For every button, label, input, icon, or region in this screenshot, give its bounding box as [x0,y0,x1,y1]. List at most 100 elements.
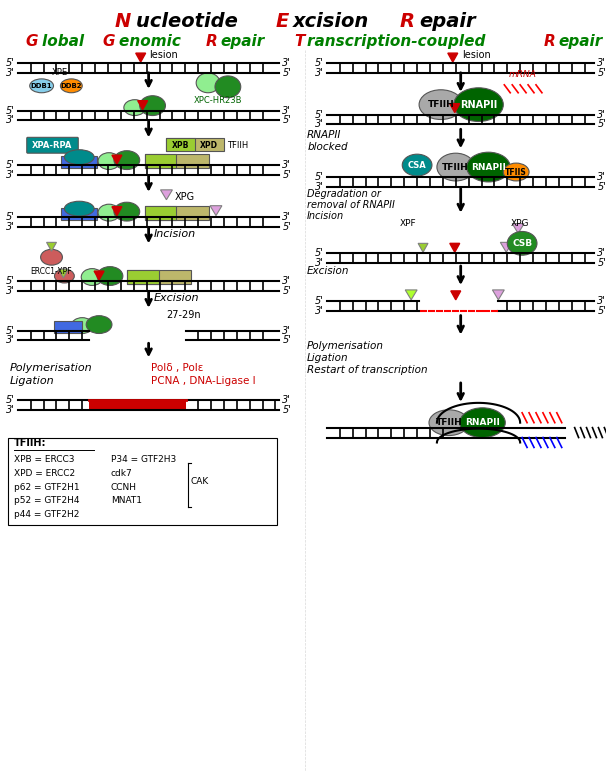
Polygon shape [450,243,460,252]
Polygon shape [94,271,104,280]
Polygon shape [448,53,458,62]
Text: 3': 3' [282,326,291,336]
Text: CCNH: CCNH [111,483,137,491]
Text: 3': 3' [6,115,15,126]
Text: Incision: Incision [154,229,196,239]
Text: lesion: lesion [461,50,490,60]
Text: 5': 5' [282,170,291,180]
Ellipse shape [72,318,93,333]
Text: 5': 5' [597,182,606,192]
Text: Ligation: Ligation [10,376,54,386]
Text: 5': 5' [315,248,324,258]
Ellipse shape [124,100,146,115]
Text: RNAPII: RNAPII [471,163,506,171]
Text: 3': 3' [315,182,324,192]
Text: p62 = GTF2H1: p62 = GTF2H1 [14,483,80,491]
Ellipse shape [30,79,53,93]
Text: 27-29n: 27-29n [166,310,201,319]
Bar [61,208,97,219]
Ellipse shape [140,96,165,115]
Text: R: R [543,34,555,49]
Ellipse shape [40,250,62,265]
Text: XPF: XPF [399,219,416,228]
Ellipse shape [437,153,474,181]
Text: CSA: CSA [408,160,427,170]
Text: CAK: CAK [190,477,209,486]
Text: 5': 5' [315,172,324,182]
Text: TFIIH: TFIIH [435,418,462,427]
Text: R: R [205,34,217,49]
Text: N: N [114,12,131,31]
Polygon shape [450,104,460,112]
Text: XPG: XPG [510,219,529,228]
Polygon shape [451,291,461,300]
Text: CSB: CSB [512,239,532,248]
Text: 5': 5' [597,305,606,315]
Text: RNAPII: RNAPII [307,130,341,140]
Polygon shape [501,243,512,252]
Text: p44 = GTF2H2: p44 = GTF2H2 [14,510,79,519]
Text: 3': 3' [315,305,324,315]
Text: Polymerisation: Polymerisation [10,363,92,374]
Ellipse shape [114,150,140,170]
Text: Restart of transcription: Restart of transcription [307,365,428,375]
Text: XPC-HR23B: XPC-HR23B [194,96,242,105]
Text: TFIIH: TFIIH [442,163,469,171]
Text: 5': 5' [597,68,606,78]
Polygon shape [493,290,504,300]
Bar [89,400,186,410]
Text: PCNA , DNA-Ligase I: PCNA , DNA-Ligase I [151,376,255,386]
Ellipse shape [507,232,537,255]
Text: TFIIH: TFIIH [428,100,454,109]
Text: 3': 3' [282,58,291,68]
Ellipse shape [460,408,506,438]
Text: blocked: blocked [307,143,348,152]
Text: ucleotide: ucleotide [136,12,244,31]
Text: 3': 3' [315,68,324,78]
Text: 5': 5' [6,58,15,68]
Polygon shape [138,101,147,109]
Polygon shape [210,205,222,215]
Text: T: T [294,34,304,49]
Text: 5': 5' [315,296,324,306]
Polygon shape [112,155,122,164]
Ellipse shape [196,73,220,93]
Text: XPD: XPD [200,141,218,150]
Text: MNAT1: MNAT1 [111,497,142,505]
Text: 3': 3' [6,222,15,232]
Text: XPE: XPE [51,68,67,77]
Text: DDB2: DDB2 [61,83,82,89]
Ellipse shape [64,202,94,216]
Text: 3': 3' [6,170,15,180]
Text: Excision: Excision [307,266,349,276]
Ellipse shape [98,153,120,170]
Text: XPB = ERCC3: XPB = ERCC3 [14,455,75,463]
Text: enomic: enomic [119,34,186,49]
Bar [144,205,176,219]
Text: epair: epair [559,34,603,49]
Bar [8,438,277,525]
Text: 5': 5' [6,160,15,170]
Ellipse shape [97,267,123,285]
Text: XPD = ERCC2: XPD = ERCC2 [14,469,75,477]
Polygon shape [418,243,428,252]
Text: 3': 3' [6,68,15,78]
Ellipse shape [466,152,510,182]
Ellipse shape [114,202,140,221]
Ellipse shape [86,315,112,333]
Text: G: G [103,34,115,49]
Text: 3': 3' [315,258,324,268]
Text: 3': 3' [597,58,606,68]
Ellipse shape [453,88,503,122]
Text: 5': 5' [6,326,15,336]
Polygon shape [136,53,146,62]
Text: 5': 5' [282,115,291,126]
Text: 5': 5' [597,119,606,129]
Text: 5': 5' [282,286,291,296]
Polygon shape [59,269,69,278]
Text: TFIIH: TFIIH [227,141,248,150]
Text: RNAPII: RNAPII [460,100,497,109]
Text: 3': 3' [6,286,15,296]
Text: RNAPII: RNAPII [465,418,500,427]
Text: 3': 3' [6,336,15,346]
